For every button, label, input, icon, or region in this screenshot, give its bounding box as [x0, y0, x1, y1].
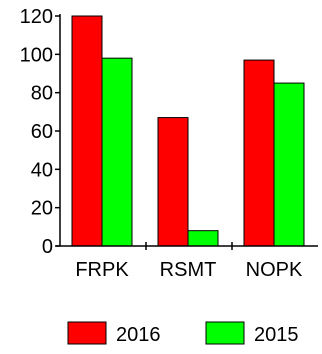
legend-label-2016: 2016 — [116, 324, 161, 346]
x-tick-label-rsmt: RSMT — [160, 259, 217, 281]
legend: 2016 2015 — [67, 321, 299, 346]
x-tick-label-nopk: NOPK — [246, 259, 303, 281]
y-tick-label-20: 20 — [31, 198, 53, 220]
y-tick-label-80: 80 — [31, 83, 53, 105]
y-tick-label-60: 60 — [31, 121, 53, 143]
bar-frpk-2015 — [101, 57, 133, 247]
x-axis-ticks: FRPK RSMT NOPK — [75, 242, 303, 281]
y-axis-ticks: 0 20 40 60 80 100 120 — [20, 6, 60, 258]
y-tick-label-40: 40 — [31, 159, 53, 181]
bar-nopk-2015 — [273, 82, 305, 247]
bar-frpk-2016 — [71, 15, 103, 247]
x-tick-label-frpk: FRPK — [75, 259, 129, 281]
y-tick-label-100: 100 — [20, 44, 53, 66]
legend-swatch-2016 — [67, 321, 107, 345]
y-tick-label-120: 120 — [20, 6, 53, 28]
bar-nopk-2016 — [243, 59, 275, 247]
bar-rsmt-2015 — [187, 230, 219, 247]
bar-rsmt-2016 — [157, 117, 189, 247]
y-tick-label-0: 0 — [42, 236, 53, 258]
legend-swatch-2015 — [205, 321, 245, 345]
bars-group — [71, 15, 305, 247]
legend-label-2015: 2015 — [254, 324, 299, 346]
